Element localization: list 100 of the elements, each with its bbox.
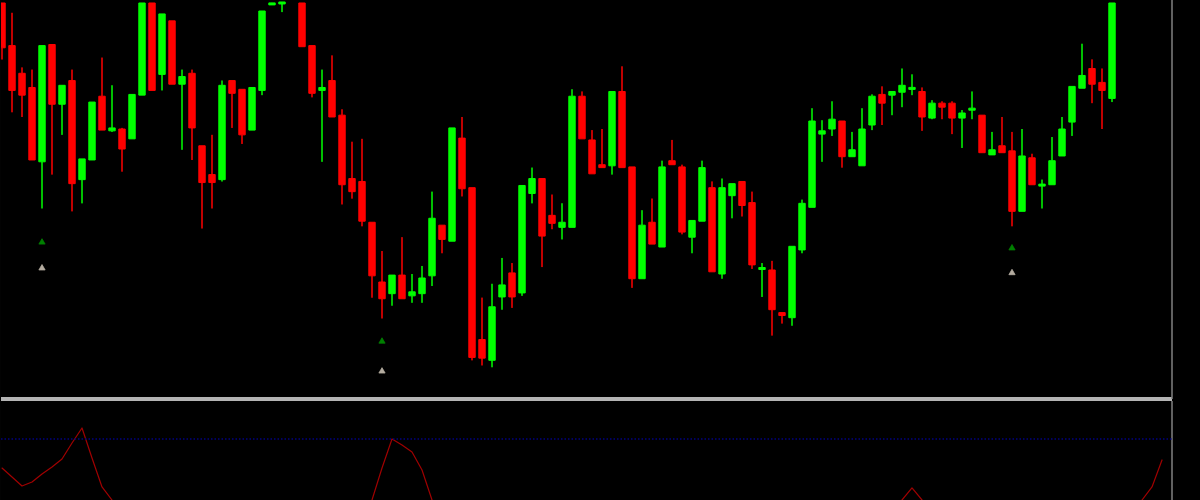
candlestick	[218, 80, 226, 182]
candlestick	[8, 12, 16, 113]
candlestick	[968, 91, 976, 120]
candlestick	[228, 80, 236, 129]
candlestick	[988, 131, 996, 156]
candlestick	[1098, 68, 1106, 130]
candlestick	[408, 273, 416, 304]
candlestick	[148, 2, 156, 91]
candlestick	[68, 69, 76, 212]
candlestick	[728, 183, 736, 219]
candlestick	[468, 187, 476, 361]
candlestick	[118, 127, 126, 173]
candlestick	[128, 93, 136, 140]
candlestick	[998, 116, 1006, 154]
candlestick	[738, 180, 746, 217]
candlestick	[248, 86, 256, 131]
candlestick	[268, 2, 276, 6]
point	[378, 337, 386, 344]
candlestick	[298, 2, 306, 48]
candlestick	[348, 141, 356, 200]
candlestick	[588, 129, 596, 175]
candlestick	[58, 84, 66, 136]
candlestick	[698, 160, 706, 222]
candlestick	[488, 283, 496, 368]
candlestick	[1058, 116, 1066, 157]
candlestick	[858, 107, 866, 167]
point	[38, 264, 46, 271]
candlestick	[768, 260, 776, 337]
candlestick	[178, 69, 186, 151]
candlestick	[1068, 85, 1076, 137]
candlestick	[808, 107, 816, 208]
candlestick	[158, 13, 166, 91]
candlestick	[428, 191, 436, 287]
candlestick	[1088, 58, 1096, 104]
candlestick	[358, 138, 366, 227]
candlestick	[28, 69, 36, 161]
candlestick	[1078, 43, 1086, 89]
candlestick	[448, 127, 456, 242]
candlestick	[498, 257, 506, 311]
candlestick	[338, 108, 346, 205]
candlestick	[48, 44, 56, 176]
candlestick	[368, 221, 376, 299]
candlestick	[18, 66, 26, 118]
candlestick	[208, 134, 216, 209]
candlestick	[918, 86, 926, 132]
candlestick	[618, 65, 626, 169]
candlestick	[938, 100, 946, 120]
candlestick	[238, 88, 246, 145]
candlestick	[828, 100, 836, 137]
point	[1008, 244, 1016, 251]
candlestick	[98, 57, 106, 131]
candlestick	[888, 91, 896, 116]
candlestick	[38, 45, 46, 209]
candlestick	[518, 184, 526, 297]
candlestick	[1048, 136, 1056, 186]
candlestick	[478, 297, 486, 366]
candlestick	[908, 73, 916, 96]
candlestick	[258, 10, 266, 96]
candlestick	[658, 160, 666, 248]
candlestick	[418, 265, 426, 304]
candlestick	[708, 180, 716, 273]
candlestick	[328, 54, 336, 118]
candlestick	[278, 1, 286, 13]
candlestick	[678, 164, 686, 235]
candlestick	[758, 262, 766, 298]
candlestick	[78, 158, 86, 204]
point	[378, 367, 386, 374]
candlestick	[638, 209, 646, 280]
candlestick	[308, 45, 316, 98]
candlestick	[1018, 128, 1026, 212]
candlestick	[818, 119, 826, 163]
point	[38, 238, 46, 245]
candlestick	[318, 69, 326, 163]
candlestick	[538, 178, 546, 268]
candlestick	[568, 88, 576, 228]
candlestick	[598, 128, 606, 169]
candlestick	[978, 114, 986, 154]
candlestick	[388, 274, 396, 307]
candlestick	[718, 178, 726, 280]
candlestick	[838, 120, 846, 169]
candlestick	[1008, 131, 1016, 227]
candlestick	[378, 250, 386, 319]
candlestick	[878, 85, 886, 126]
candlestick	[458, 116, 466, 197]
candlestick	[438, 224, 446, 254]
candlestick	[778, 312, 786, 325]
candlestick	[88, 101, 96, 161]
candlestick	[958, 109, 966, 149]
candlestick	[788, 245, 796, 327]
candlestick	[928, 99, 936, 120]
candlestick	[1028, 153, 1036, 186]
candlestick	[798, 199, 806, 254]
candlestick	[528, 167, 536, 204]
candlestick	[508, 262, 516, 309]
candlestick	[948, 100, 956, 135]
candlestick	[1108, 2, 1116, 103]
candlestick	[628, 166, 636, 289]
candlestick	[608, 91, 616, 176]
candlestick	[748, 191, 756, 270]
candlestick	[898, 68, 906, 108]
